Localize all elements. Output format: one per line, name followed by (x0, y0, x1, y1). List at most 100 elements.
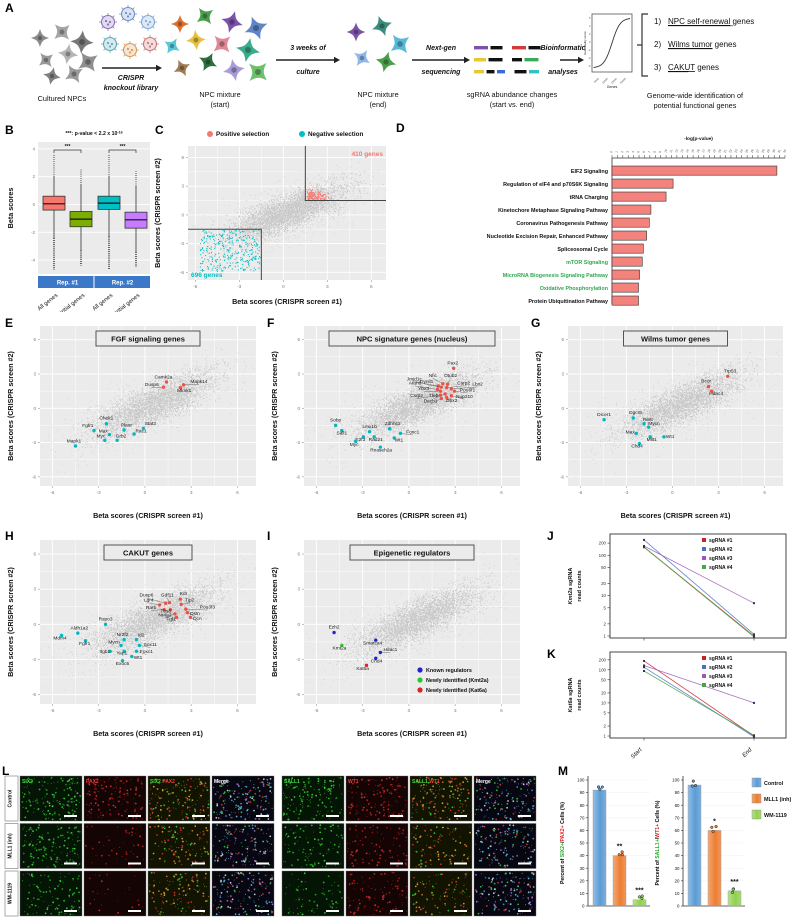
y-axis-label-counts: read counts (577, 570, 583, 601)
gene-point-nup210 (449, 394, 454, 398)
gene-point-sall1 (340, 428, 344, 433)
sgrna-segment (524, 58, 539, 62)
gene-label-mapk14: Mapk14 (190, 379, 207, 385)
scatter-cloud (304, 326, 520, 479)
pathway-bar-2 (611, 191, 667, 202)
significance-1: ** (617, 844, 623, 851)
micrograph-control-2: SIX2 PAX2 (147, 775, 211, 822)
npc-start-cell-icon (196, 7, 214, 25)
legend-item: Known regulators (426, 668, 472, 674)
gene-point-wt1 (662, 435, 666, 439)
significance-stars: *** (65, 144, 71, 150)
npc-start-cell-icon (244, 16, 268, 40)
legend-series-label: sgRNA #3 (709, 674, 733, 680)
npc-start-cell-icon (173, 59, 191, 77)
panel-m-quant-bars: 0 10 20 30 40 50 60 70 80 90 100 ** *** Percent of SI… (556, 764, 791, 919)
panel-label-m: M (558, 764, 568, 778)
svg-text:10: 10 (601, 593, 606, 598)
micrograph-mll1inh-4 (281, 823, 345, 869)
svg-text:0: 0 (297, 406, 300, 411)
arrow2-label1: 3 weeks of (290, 45, 326, 52)
panel-title-box (623, 330, 728, 347)
sgrna-segment (488, 58, 503, 62)
svg-text:32: 32 (782, 149, 787, 154)
gene-point-fgfr1 (83, 639, 88, 643)
gene-label-lbx2: Lbx2 (472, 381, 483, 387)
series-line-4 (643, 546, 755, 638)
gene-point-dach1 (439, 396, 444, 401)
svg-text:-4: -4 (588, 56, 591, 60)
panel-e-fgf-scatter: -6 -6 -3 -3 0 0 3 3 6 6 Camk2a Mapk14 Dusp6 Mknk1 Chek… (4, 312, 264, 524)
svg-text:60: 60 (675, 828, 680, 833)
gene-label-jmjd1c: Jmjd1c (407, 376, 423, 382)
scale-bar (518, 862, 531, 865)
svg-text:200: 200 (599, 541, 607, 546)
gene-point-max (107, 432, 112, 437)
scale-bar (256, 910, 269, 912)
outcome-text-1: NPC self-renewal genes (668, 17, 754, 26)
svg-text:1: 1 (615, 150, 619, 153)
positive-count: 410 genes (352, 151, 384, 158)
bar-wm1119 (727, 890, 742, 907)
svg-text:6: 6 (33, 337, 36, 342)
gene-label-hdac1: Hdac1 (383, 647, 397, 653)
svg-text:6: 6 (297, 552, 300, 557)
svg-text:1: 1 (604, 734, 607, 739)
panel-title: NPC signature genes (nucleus) (357, 335, 468, 344)
microscopy-grid: Control MLL1 (inh) WM-1119 SIX2 PAX2 SIX2 PAX… (4, 775, 537, 917)
cultured-npc-cell-icon (31, 29, 49, 47)
svg-text:5: 5 (604, 710, 607, 715)
gene-point-chek1 (104, 422, 109, 426)
svg-text:0: 0 (144, 708, 147, 713)
gene-label-dcn: Dcn (193, 616, 202, 622)
legend-item: Newly identified (Kmt2a) (426, 678, 489, 684)
pathway-bar-5 (611, 230, 647, 241)
cultured-npc-cell-icon (65, 65, 83, 83)
scale-bar (390, 910, 403, 912)
gene-point-max (634, 431, 639, 436)
gene-label-fgfr1: Fgfr1 (79, 641, 91, 647)
svg-text:6: 6 (561, 337, 564, 342)
svg-text:20: 20 (601, 690, 606, 695)
svg-text:-6: -6 (50, 490, 54, 495)
gene-point-zdhhc2 (387, 427, 392, 431)
svg-text:0: 0 (677, 904, 680, 909)
gene-label-chd4: Chd4 (371, 658, 383, 664)
npc-start-cell-icon (221, 11, 243, 33)
svg-text:3: 3 (561, 372, 564, 377)
legend-positive: Positive selection (216, 131, 269, 138)
x-axis-label: Beta scores (CRISPR screen #1) (93, 729, 203, 738)
gene-point-rest (642, 422, 646, 426)
legend-series-label: sgRNA #2 (709, 665, 733, 671)
svg-text:24: 24 (739, 149, 744, 154)
box-0 (42, 195, 66, 211)
cultured-npc-cell-icon (70, 30, 94, 54)
significance-title: ***: p-value < 2.2 x 10-16 (65, 130, 122, 137)
svg-text:22: 22 (728, 149, 733, 154)
gene-point-dicer1 (602, 418, 606, 422)
svg-text:6: 6 (500, 490, 503, 495)
svg-text:0: 0 (589, 40, 591, 44)
y-axis-label: Beta scores (CRISPR screen #2) (6, 566, 15, 676)
legend-swatch (702, 556, 706, 560)
micrograph-mll1inh-7 (473, 823, 537, 869)
scatter-cloud (42, 344, 256, 473)
panel-a-workflow: Cultured NPCs CRISPR knockout library NPC m… (0, 0, 791, 119)
gene-label-lmx1b: Lmx1b (362, 424, 377, 430)
scale-bar (64, 815, 77, 817)
channel-label: SALL1 (284, 779, 300, 785)
legend-swatch (702, 565, 706, 569)
svg-text:200: 200 (599, 657, 607, 662)
npc-start-cell-icon (235, 37, 261, 63)
gene-label-grb2: Grb2 (116, 433, 127, 439)
scale-bar (64, 862, 77, 865)
gene-point-tfeb (443, 392, 447, 396)
panel-h-cakut-scatter: -6 -6 -3 -3 0 0 3 3 6 6 Dusp6 Gdf11 Kdr Lgr4 Tjp2 Rarb T… (4, 526, 264, 742)
sgrna-lineplot-kat6a: 1 2 5 10 20 50 100 200 sgRNA #1 sgRNA #2 sgRNA #3 s… (568, 651, 787, 760)
gene-label-rarb: Rarb (146, 605, 157, 611)
gene-label-kmt2a: Kmt2a (333, 646, 347, 652)
svg-text:-6: -6 (180, 270, 184, 275)
gene-label-dusp6: Dusp6 (145, 382, 159, 388)
series-line-4 (643, 670, 755, 736)
